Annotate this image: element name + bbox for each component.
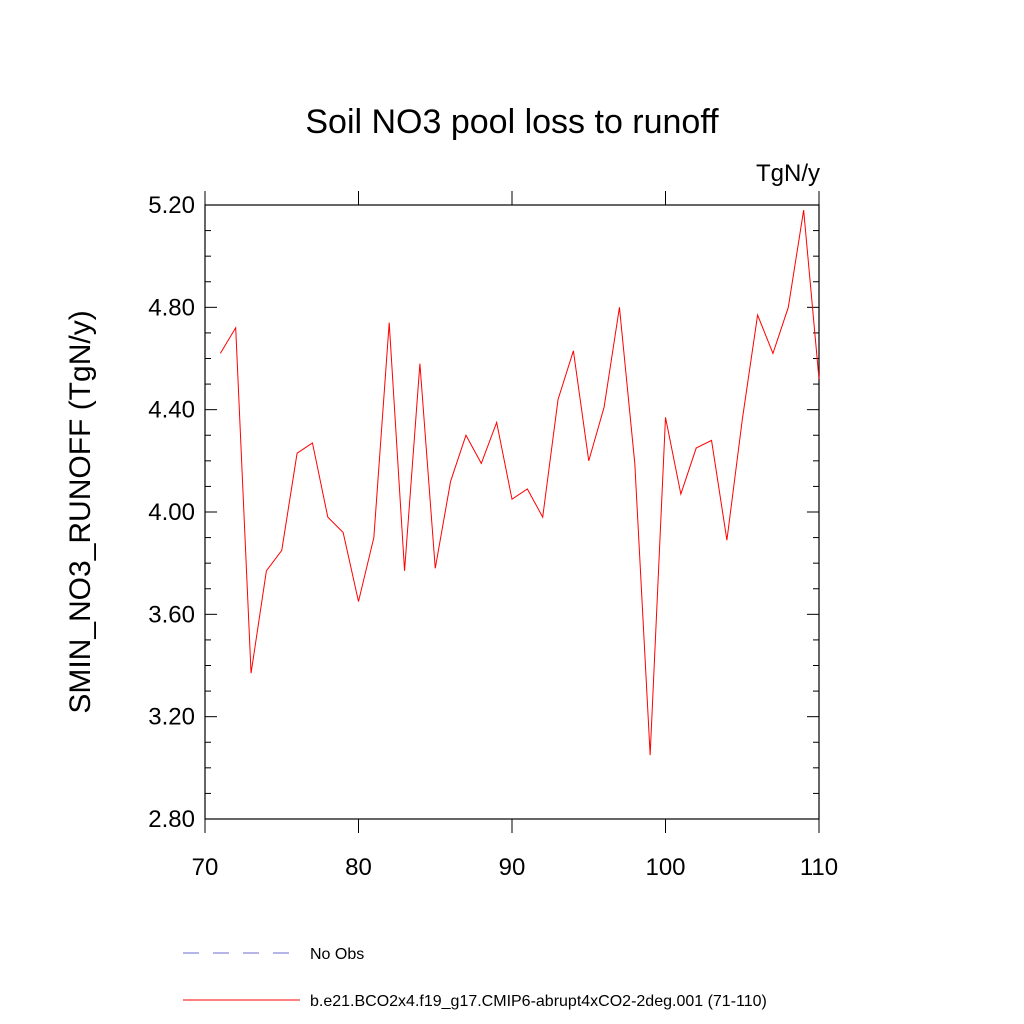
plot-frame: [204, 204, 820, 820]
axis-ticks: [204, 191, 820, 833]
legend-label-no-obs: No Obs: [310, 946, 364, 963]
x-tick-label: 100: [645, 854, 685, 881]
y-tick-label: 4.00: [148, 499, 195, 526]
y-tick-label: 3.20: [148, 704, 195, 731]
legend-label-model: b.e21.BCO2x4.f19_g17.CMIP6-abrupt4xCO2-2…: [310, 993, 767, 1010]
x-tick-label: 90: [499, 854, 526, 881]
y-tick-label: 5.20: [148, 192, 195, 219]
y-tick-label: 2.80: [148, 806, 195, 833]
chart-title: Soil NO3 pool loss to runoff: [305, 103, 719, 141]
series-layer: [219, 210, 820, 756]
y-axis-label: SMIN_NO3_RUNOFF (TgN/y): [64, 310, 97, 713]
x-tick-label: 80: [345, 854, 372, 881]
units-label: TgN/y: [756, 160, 820, 187]
y-tick-label: 4.80: [148, 294, 195, 321]
y-tick-label: 3.60: [148, 601, 195, 628]
x-tick-label: 110: [800, 854, 838, 881]
tick-labels: 2.80 3.20 3.60 4.00 4.40 4.80 5.20 70 80 90 100 110: [148, 192, 838, 881]
y-tick-label: 4.40: [148, 397, 195, 424]
x-tick-label: 70: [192, 854, 219, 881]
series-line: [219, 210, 820, 756]
legend: No Obs b.e21.BCO2x4.f19_g17.CMIP6-abrupt…: [183, 946, 767, 1010]
